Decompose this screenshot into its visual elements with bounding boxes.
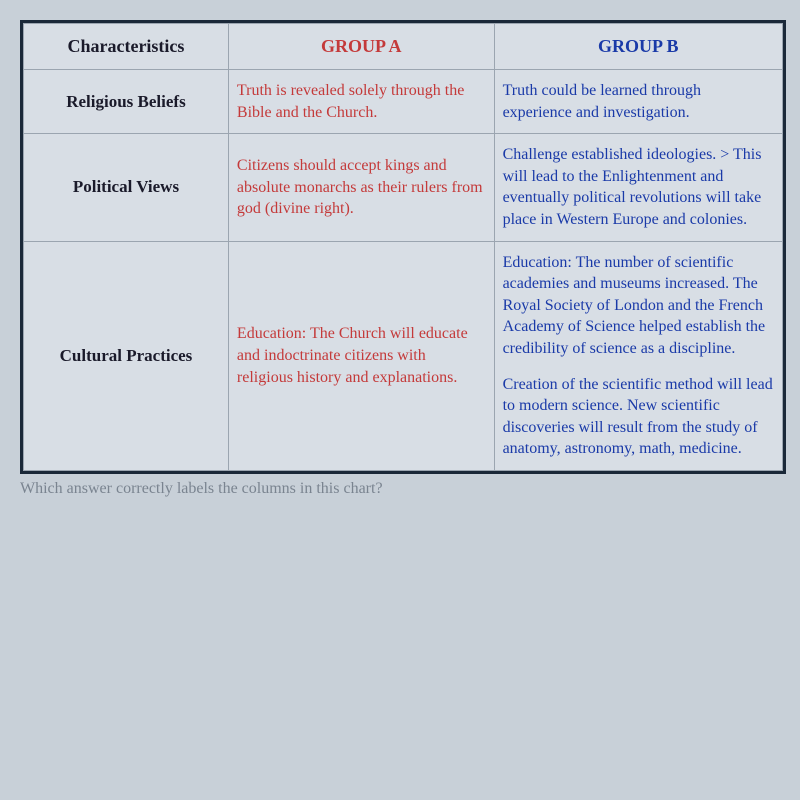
comparison-table: Characteristics GROUP A GROUP B Religiou…: [23, 23, 783, 471]
header-group-b: GROUP B: [494, 24, 782, 70]
header-characteristics: Characteristics: [24, 24, 229, 70]
table-row: Cultural Practices Education: The Church…: [24, 241, 783, 470]
cell-group-b-p2: Creation of the scientific method will l…: [503, 374, 774, 460]
cell-group-b: Challenge established ideologies. > This…: [494, 134, 782, 241]
cell-group-b: Truth could be learned through experienc…: [494, 70, 782, 134]
comparison-table-container: Characteristics GROUP A GROUP B Religiou…: [20, 20, 786, 474]
cell-group-a: Education: The Church will educate and i…: [228, 241, 494, 470]
row-label: Cultural Practices: [24, 241, 229, 470]
question-text: Which answer correctly labels the column…: [20, 480, 780, 498]
table-header-row: Characteristics GROUP A GROUP B: [24, 24, 783, 70]
row-label: Religious Beliefs: [24, 70, 229, 134]
header-group-a: GROUP A: [228, 24, 494, 70]
row-label: Political Views: [24, 134, 229, 241]
table-row: Political Views Citizens should accept k…: [24, 134, 783, 241]
cell-group-b: Education: The number of scientific acad…: [494, 241, 782, 470]
cell-group-a: Citizens should accept kings and absolut…: [228, 134, 494, 241]
table-row: Religious Beliefs Truth is revealed sole…: [24, 70, 783, 134]
cell-group-a: Truth is revealed solely through the Bib…: [228, 70, 494, 134]
cell-group-b-p1: Education: The number of scientific acad…: [503, 254, 766, 357]
